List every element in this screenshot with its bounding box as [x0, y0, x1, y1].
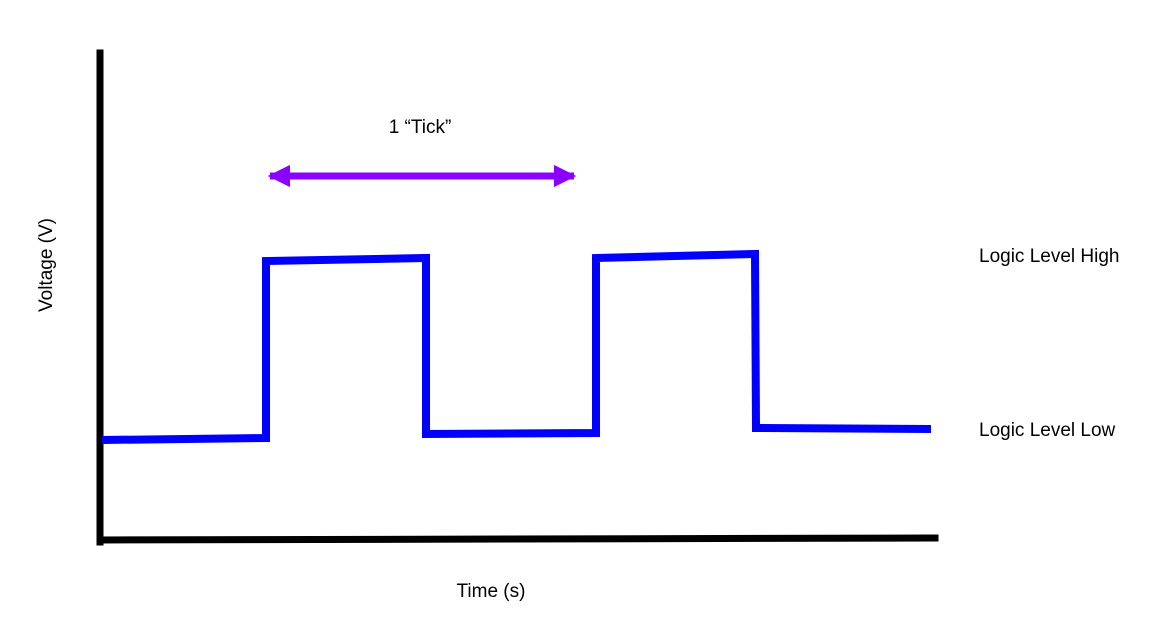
- y-axis-label: Voltage (V): [36, 218, 57, 312]
- x-axis-label: Time (s): [457, 581, 526, 602]
- x-axis: [96, 534, 939, 544]
- tick-label: 1 “Tick”: [389, 117, 452, 138]
- square-wave-signal: [101, 249, 932, 444]
- logic-level-high-label: Logic Level High: [979, 246, 1119, 267]
- logic-level-low-label: Logic Level Low: [979, 420, 1116, 441]
